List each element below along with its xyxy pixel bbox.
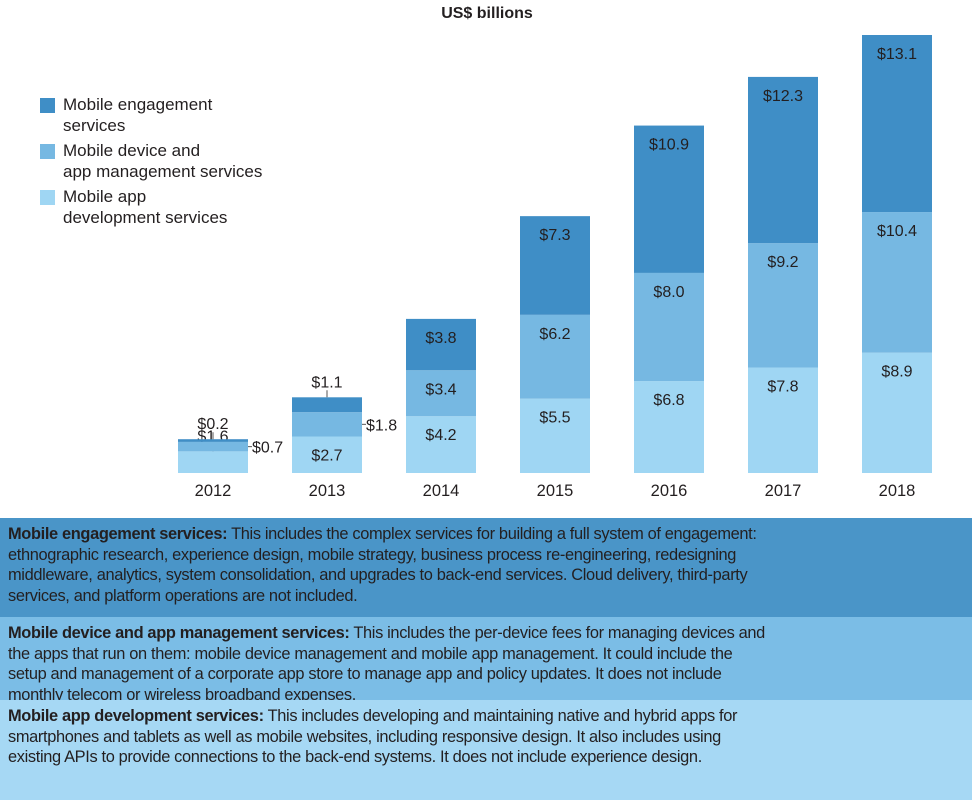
bar-segment	[406, 416, 476, 473]
legend-swatch	[40, 144, 55, 159]
data-label: $1.8	[366, 417, 397, 434]
x-tick-label: 2018	[879, 482, 916, 500]
bar-segment	[178, 441, 248, 452]
data-label: $7.8	[767, 379, 798, 396]
data-label: $7.3	[539, 227, 570, 244]
data-label: $3.8	[425, 330, 456, 347]
definition-term: Mobile engagement services:	[8, 525, 228, 543]
x-tick-label: 2017	[765, 482, 802, 500]
definition-line: the apps that run on them: mobile device…	[8, 644, 733, 663]
bar-segment	[862, 212, 932, 353]
definition-line: Mobile engagement services: This include…	[8, 525, 757, 543]
x-tick-label: 2016	[651, 482, 688, 500]
x-tick-label: 2015	[537, 482, 574, 500]
bar-segment	[406, 370, 476, 417]
x-tick-label: 2012	[195, 482, 232, 500]
data-label: $6.2	[539, 326, 570, 343]
data-label: $2.7	[311, 448, 342, 465]
bar-segment	[862, 352, 932, 473]
data-label: $8.0	[653, 284, 684, 301]
legend-label: Mobile device and	[63, 141, 201, 160]
bar-segment	[520, 398, 590, 473]
bar-segment	[748, 367, 818, 473]
data-label: $3.4	[425, 381, 456, 398]
legend-label: services	[63, 116, 126, 135]
data-label: $8.9	[881, 364, 912, 381]
legend-item: Mobile engagement services	[40, 94, 262, 136]
x-tick-label: 2014	[423, 482, 460, 500]
data-label: $6.8	[653, 392, 684, 409]
definition-line: setup and management of a corporate app …	[8, 665, 722, 683]
bar-segment	[748, 76, 818, 244]
x-tick-label: 2013	[309, 482, 346, 500]
chart-title: US$ billions	[441, 5, 533, 22]
data-label: $10.4	[877, 223, 917, 240]
bar-segment	[520, 216, 590, 315]
bar-segment	[634, 125, 704, 273]
legend-label: Mobile app	[63, 187, 147, 206]
bar-segment	[634, 381, 704, 473]
data-label: $0.2	[197, 416, 228, 433]
data-label: $10.9	[649, 137, 689, 154]
definition-line: smartphones and tablets as well as mobil…	[8, 727, 721, 746]
definition-line: existing APIs to provide connections to …	[8, 748, 702, 766]
legend-item: Mobile device and app management services	[40, 140, 262, 182]
definition-line: ethnographic research, experience design…	[8, 545, 737, 564]
data-label: $13.1	[877, 46, 917, 63]
bar-segment	[862, 35, 932, 213]
definition-term: Mobile app development services:	[8, 707, 264, 725]
data-label: $9.2	[767, 254, 798, 271]
data-label: $5.5	[539, 410, 570, 427]
legend-label: app management services	[63, 162, 263, 181]
bar-segment	[406, 318, 476, 371]
legend-swatch	[40, 98, 55, 113]
bar-segment	[292, 436, 362, 473]
data-label: $0.7	[252, 440, 283, 457]
definition-panel: Mobile app development services: This in…	[0, 700, 972, 800]
bar-segment	[178, 451, 248, 473]
legend: Mobile engagement services Mobile device a…	[40, 94, 262, 232]
bar-segment	[292, 412, 362, 437]
definition-line: monthly telecom or wireless broadband ex…	[8, 685, 356, 704]
legend-swatch	[40, 190, 55, 205]
definition-panel: Mobile engagement services: This include…	[0, 518, 972, 617]
definition-line: middleware, analytics, system consolidat…	[8, 566, 748, 584]
legend-item: Mobile app development services	[40, 186, 262, 228]
bar-segment	[292, 397, 362, 413]
definition-line: services, and platform operations are no…	[8, 586, 358, 605]
definition-term: Mobile device and app management service…	[8, 624, 350, 642]
definition-panel: Mobile device and app management service…	[0, 617, 972, 704]
stacked-bar-chart: US$ billions $1.6$0.7$0.22012$2.7$1.8$1.…	[178, 5, 932, 500]
bar-segment	[520, 314, 590, 399]
legend-label: Mobile engagement	[63, 95, 213, 114]
bar-segment	[748, 243, 818, 368]
data-label: $1.1	[311, 374, 342, 391]
data-label: $12.3	[763, 88, 803, 105]
definition-line: Mobile app development services: This in…	[8, 707, 738, 725]
data-label: $4.2	[425, 427, 456, 444]
bar-segment	[634, 272, 704, 382]
definition-line: Mobile device and app management service…	[8, 624, 765, 642]
bar-segment	[178, 439, 248, 442]
legend-label: development services	[63, 208, 228, 227]
